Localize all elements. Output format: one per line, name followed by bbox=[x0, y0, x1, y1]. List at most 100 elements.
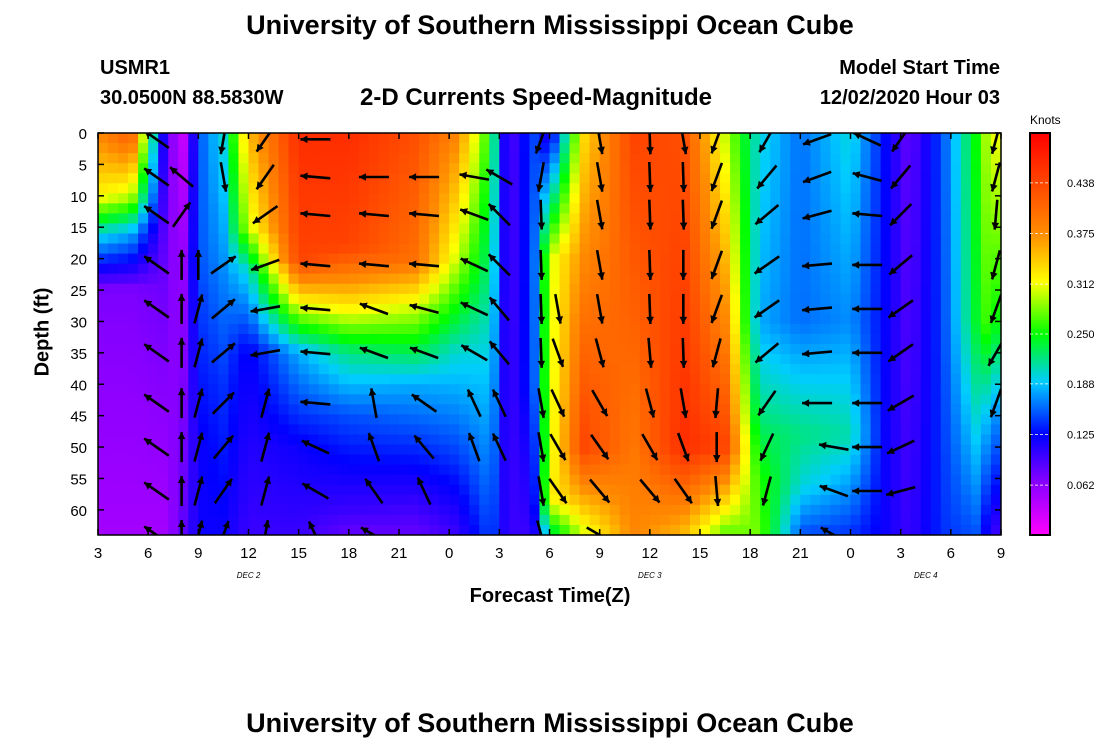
heatmap-cell bbox=[770, 464, 781, 476]
heatmap-cell bbox=[338, 173, 350, 184]
heatmap-cell bbox=[358, 484, 370, 496]
heatmap-cell bbox=[930, 263, 942, 275]
heatmap-cell bbox=[258, 384, 270, 395]
heatmap-cell bbox=[268, 133, 280, 144]
heatmap-cell bbox=[880, 243, 892, 255]
heatmap-cell bbox=[810, 203, 822, 215]
current-vector bbox=[887, 394, 915, 412]
heatmap-cell bbox=[298, 414, 310, 426]
heatmap-cell bbox=[228, 243, 240, 255]
heatmap-cell bbox=[409, 434, 420, 446]
heatmap-cell bbox=[308, 384, 320, 395]
heatmap-cell bbox=[970, 213, 982, 225]
heatmap-cell bbox=[268, 313, 280, 325]
heatmap-cell bbox=[338, 133, 350, 144]
heatmap-cell bbox=[399, 424, 410, 436]
heatmap-cell bbox=[208, 243, 220, 255]
heatmap-cell bbox=[609, 394, 621, 406]
heatmap-cell bbox=[138, 213, 149, 225]
heatmap-cell bbox=[288, 494, 300, 506]
heatmap-cell bbox=[800, 514, 812, 526]
heatmap-cell bbox=[148, 414, 159, 426]
heatmap-cell bbox=[298, 243, 310, 255]
heatmap-cell bbox=[348, 313, 360, 325]
heatmap-cell bbox=[489, 153, 501, 164]
heatmap-cell bbox=[619, 524, 631, 535]
heatmap-cell bbox=[750, 313, 761, 325]
heatmap-cell bbox=[619, 223, 631, 235]
heatmap-cell bbox=[649, 183, 661, 194]
heatmap-cell bbox=[910, 323, 922, 335]
heatmap-cell bbox=[790, 293, 802, 305]
heatmap-cell bbox=[810, 364, 822, 375]
heatmap-cell bbox=[399, 464, 410, 476]
heatmap-cell bbox=[158, 434, 169, 446]
heatmap-cell bbox=[278, 384, 290, 395]
heatmap-cell bbox=[880, 323, 892, 335]
heatmap-cell bbox=[730, 394, 741, 406]
heatmap-cell bbox=[539, 163, 551, 174]
heatmap-cell bbox=[599, 344, 611, 355]
heatmap-cell bbox=[589, 293, 601, 305]
heatmap-cell bbox=[238, 223, 250, 235]
heatmap-cell bbox=[158, 243, 169, 255]
heatmap-cell bbox=[950, 273, 962, 285]
heatmap-cell bbox=[489, 273, 501, 285]
heatmap-cell bbox=[810, 313, 822, 325]
heatmap-cell bbox=[98, 313, 109, 325]
heatmap-cell bbox=[248, 474, 260, 486]
heatmap-cell bbox=[649, 364, 661, 375]
heatmap-cell bbox=[589, 313, 601, 325]
heatmap-cell bbox=[529, 233, 541, 245]
heatmap-cell bbox=[419, 213, 430, 225]
heatmap-cell bbox=[489, 163, 501, 174]
current-vector bbox=[467, 432, 481, 462]
heatmap-cell bbox=[509, 323, 521, 335]
heatmap-cell bbox=[238, 183, 250, 194]
heatmap-cell bbox=[659, 364, 671, 375]
heatmap-cell bbox=[750, 323, 761, 335]
heatmap-cell bbox=[409, 263, 420, 275]
heatmap-cell bbox=[830, 223, 842, 235]
heatmap-cell bbox=[128, 183, 139, 194]
current-vector bbox=[852, 349, 883, 357]
heatmap-cell bbox=[459, 303, 470, 315]
heatmap-cell bbox=[740, 494, 751, 506]
heatmap-cell bbox=[248, 504, 260, 516]
heatmap-cell bbox=[439, 213, 450, 225]
heatmap-cell bbox=[820, 263, 832, 275]
heatmap-cell bbox=[268, 404, 280, 416]
heatmap-cell bbox=[328, 344, 340, 355]
heatmap-cell bbox=[479, 374, 490, 385]
heatmap-cell bbox=[218, 233, 230, 245]
heatmap-cell bbox=[629, 404, 641, 416]
heatmap-cell bbox=[990, 404, 1001, 416]
heatmap-cell bbox=[208, 153, 220, 164]
heatmap-cell bbox=[489, 183, 501, 194]
current-vector bbox=[889, 203, 913, 227]
heatmap-cell bbox=[549, 424, 561, 436]
heatmap-cell bbox=[689, 514, 701, 526]
heatmap-cell bbox=[98, 494, 109, 506]
heatmap-cell bbox=[589, 263, 601, 275]
heatmap-cell bbox=[549, 524, 561, 535]
heatmap-cell bbox=[880, 434, 892, 446]
heatmap-cell bbox=[198, 223, 210, 235]
heatmap-cell bbox=[649, 414, 661, 426]
heatmap-cell bbox=[790, 213, 802, 225]
current-vector bbox=[409, 303, 439, 315]
heatmap-cell bbox=[168, 263, 179, 275]
heatmap-cell bbox=[770, 193, 781, 205]
heatmap-cell bbox=[760, 334, 771, 345]
heatmap-cell bbox=[158, 514, 169, 526]
heatmap-cell bbox=[910, 424, 922, 436]
heatmap-cell bbox=[609, 454, 621, 466]
heatmap-cell bbox=[810, 233, 822, 245]
heatmap-cell bbox=[469, 183, 480, 194]
heatmap-cell bbox=[288, 374, 300, 385]
heatmap-cell bbox=[108, 454, 119, 466]
heatmap-cell bbox=[178, 153, 189, 164]
heatmap-cell bbox=[619, 424, 631, 436]
heatmap-cell bbox=[669, 344, 681, 355]
heatmap-cell bbox=[138, 253, 149, 265]
